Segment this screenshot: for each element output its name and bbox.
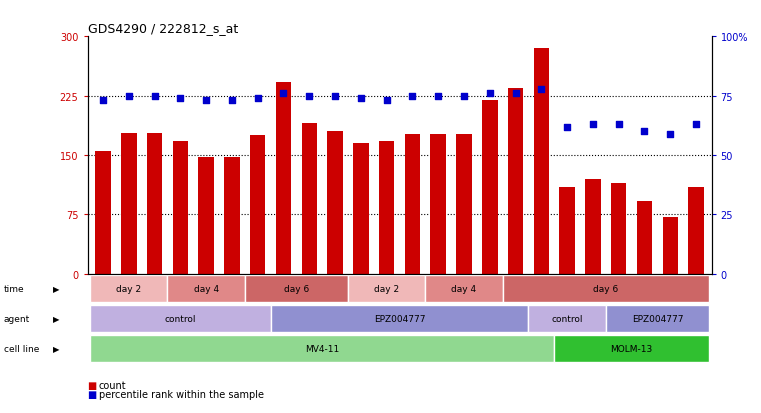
- Text: day 6: day 6: [593, 285, 619, 294]
- Point: [587, 121, 599, 128]
- Point: [406, 93, 419, 100]
- Point: [690, 121, 702, 128]
- Point: [200, 98, 212, 104]
- Bar: [606, 306, 709, 332]
- Text: percentile rank within the sample: percentile rank within the sample: [99, 389, 264, 399]
- Bar: [585, 179, 600, 274]
- Bar: [611, 183, 626, 274]
- Point: [329, 93, 341, 100]
- Text: ▶: ▶: [53, 314, 60, 323]
- Bar: [425, 276, 503, 302]
- Point: [613, 121, 625, 128]
- Point: [664, 131, 677, 138]
- Point: [355, 95, 367, 102]
- Point: [638, 129, 651, 135]
- Bar: [275, 83, 291, 274]
- Bar: [559, 188, 575, 274]
- Bar: [457, 135, 472, 274]
- Bar: [224, 158, 240, 274]
- Bar: [90, 276, 167, 302]
- Bar: [90, 306, 271, 332]
- Point: [432, 93, 444, 100]
- Text: count: count: [99, 380, 126, 390]
- Bar: [301, 124, 317, 274]
- Text: ▶: ▶: [53, 344, 60, 353]
- Bar: [663, 217, 678, 274]
- Bar: [637, 202, 652, 274]
- Text: ▶: ▶: [53, 285, 60, 294]
- Point: [303, 93, 315, 100]
- Point: [561, 124, 573, 131]
- Bar: [482, 100, 498, 274]
- Text: control: control: [552, 314, 583, 323]
- Bar: [271, 306, 528, 332]
- Bar: [327, 132, 342, 274]
- Text: EPZ004777: EPZ004777: [632, 314, 683, 323]
- Point: [123, 93, 135, 100]
- Bar: [199, 157, 214, 274]
- Point: [252, 95, 264, 102]
- Text: control: control: [164, 314, 196, 323]
- Point: [509, 91, 521, 97]
- Bar: [508, 88, 524, 274]
- Bar: [528, 306, 606, 332]
- Text: MOLM-13: MOLM-13: [610, 344, 653, 353]
- Bar: [348, 276, 425, 302]
- Point: [484, 91, 496, 97]
- Text: cell line: cell line: [4, 344, 39, 353]
- Bar: [95, 152, 110, 274]
- Point: [278, 91, 290, 97]
- Text: EPZ004777: EPZ004777: [374, 314, 425, 323]
- Bar: [121, 133, 136, 274]
- Bar: [167, 276, 245, 302]
- Text: time: time: [4, 285, 24, 294]
- Bar: [554, 335, 709, 362]
- Point: [535, 86, 547, 93]
- Bar: [147, 133, 162, 274]
- Bar: [353, 144, 368, 274]
- Text: day 4: day 4: [451, 285, 476, 294]
- Point: [148, 93, 161, 100]
- Bar: [173, 142, 188, 274]
- Bar: [503, 276, 709, 302]
- Point: [174, 95, 186, 102]
- Text: MV4-11: MV4-11: [305, 344, 339, 353]
- Text: ■: ■: [88, 380, 97, 390]
- Bar: [533, 49, 549, 274]
- Bar: [405, 135, 420, 274]
- Text: day 2: day 2: [374, 285, 400, 294]
- Text: day 6: day 6: [284, 285, 309, 294]
- Text: agent: agent: [4, 314, 30, 323]
- Bar: [379, 142, 394, 274]
- Bar: [245, 276, 348, 302]
- Point: [97, 98, 109, 104]
- Bar: [689, 188, 704, 274]
- Text: ■: ■: [88, 389, 97, 399]
- Text: day 2: day 2: [116, 285, 142, 294]
- Text: GDS4290 / 222812_s_at: GDS4290 / 222812_s_at: [88, 21, 237, 35]
- Bar: [431, 134, 446, 274]
- Bar: [90, 335, 554, 362]
- Bar: [250, 136, 266, 274]
- Point: [226, 98, 238, 104]
- Text: day 4: day 4: [193, 285, 218, 294]
- Point: [380, 98, 393, 104]
- Point: [458, 93, 470, 100]
